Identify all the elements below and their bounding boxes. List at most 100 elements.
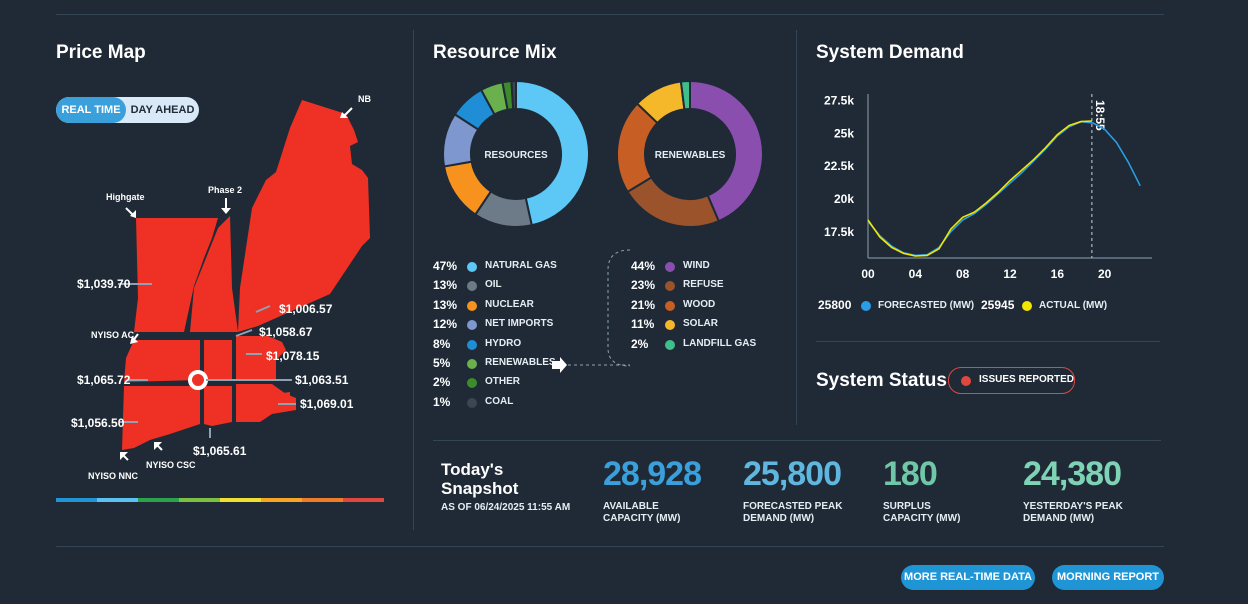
legend-name: OIL <box>485 279 502 291</box>
surplus-capacity-value: 180 <box>883 455 938 493</box>
scale-segment <box>261 498 302 502</box>
legend-dot <box>467 281 477 292</box>
zone-cape <box>276 392 290 404</box>
y-tick-label: 22.5k <box>824 159 854 173</box>
legend-name: HYDRO <box>485 337 522 349</box>
y-tick-label: 17.5k <box>824 225 854 239</box>
zone-rhode-island[interactable] <box>204 386 232 426</box>
more-real-time-data-button[interactable]: MORE REAL-TIME DATA <box>901 565 1035 590</box>
scale-segment <box>97 498 138 502</box>
price-hub: $1,063.51 <box>295 373 349 387</box>
renewables-legend-item: 23% REFUSE <box>631 278 791 297</box>
scale-segment <box>343 498 384 502</box>
legend-dot <box>665 262 675 272</box>
legend-pct: 5% <box>433 356 451 370</box>
top-divider <box>56 14 1164 15</box>
price-color-scale <box>56 498 384 502</box>
divider-left <box>413 30 414 530</box>
legend-name: OTHER <box>485 376 520 388</box>
legend-dot <box>467 320 477 331</box>
x-tick-label: 16 <box>1051 267 1065 281</box>
toggle-day-ahead[interactable]: DAY AHEAD <box>130 104 195 116</box>
forecast-label: FORECASTED (MW) <box>878 300 975 311</box>
legend-name: NET IMPORTS <box>485 318 554 330</box>
legend-name: REFUSE <box>683 279 724 291</box>
legend-pct: 47% <box>433 259 458 273</box>
morning-report-button[interactable]: MORNING REPORT <box>1052 565 1164 590</box>
zone-nema[interactable] <box>236 336 286 380</box>
label-nyiso-ac: NYISO AC <box>91 330 135 340</box>
resources-legend-item: 13% NUCLEAR <box>433 298 593 317</box>
yesterday-peak-label1: YESTERDAY'S PEAK <box>1023 501 1123 512</box>
status-divider <box>816 341 1160 342</box>
zone-connecticut[interactable] <box>122 386 200 450</box>
x-tick-label: 12 <box>1003 267 1017 281</box>
legend-dot <box>665 281 675 292</box>
x-tick-label: 00 <box>861 267 875 281</box>
resources-legend-item: 12% NET IMPORTS <box>433 317 593 336</box>
price-maine: $1,006.57 <box>279 302 333 316</box>
zone-maine[interactable] <box>238 100 370 332</box>
resources-legend-item: 47% NATURAL GAS <box>433 259 593 278</box>
legend-pct: 23% <box>631 278 656 293</box>
legend-pct: 21% <box>631 297 656 312</box>
legend-dot <box>665 339 675 350</box>
resources-slice-coal[interactable] <box>510 80 517 111</box>
price-connecticut: $1,056.50 <box>71 416 125 430</box>
renewables-legend-item: 11% SOLAR <box>631 317 791 336</box>
available-capacity-label2: CAPACITY (MW) <box>603 513 681 524</box>
price-sema: $1,069.01 <box>300 397 354 411</box>
toggle-real-time[interactable]: REAL TIME <box>56 97 126 123</box>
forecasted-peak-value: 25,800 <box>743 455 842 493</box>
legend-dot <box>467 378 477 389</box>
surplus-capacity-label2: CAPACITY (MW) <box>883 513 961 524</box>
renewables-slice-refuse[interactable] <box>626 175 721 228</box>
legend-pct: 2% <box>433 375 451 390</box>
price-map-title: Price Map <box>56 42 146 63</box>
renewables-legend-item: 44% WIND <box>631 259 791 278</box>
actual-dot <box>1022 301 1032 311</box>
hub-marker[interactable] <box>188 370 208 390</box>
label-nyiso-csc: NYISO CSC <box>146 460 196 470</box>
legend-pct: 44% <box>631 259 656 273</box>
realtime-dayahead-toggle[interactable]: REAL TIME DAY AHEAD <box>56 97 199 123</box>
scale-segment <box>138 498 179 502</box>
forecasted-peak-label1: FORECASTED PEAK <box>743 501 843 512</box>
system-demand-title: System Demand <box>816 42 964 63</box>
zone-cma[interactable] <box>204 340 232 380</box>
resources-legend-item: 2% OTHER <box>433 375 593 394</box>
resources-legend: 47% NATURAL GAS 13% OIL 13% NUCLEAR 12% NET IMP… <box>433 259 593 419</box>
y-tick-label: 25k <box>834 126 854 140</box>
yesterday-peak-value: 24,380 <box>1023 455 1122 493</box>
legend-dot <box>467 300 477 311</box>
resources-slice-natural-gas[interactable] <box>515 80 590 227</box>
legend-name: RENEWABLES <box>485 357 556 368</box>
renewables-slice-landfill-gas[interactable] <box>679 80 691 111</box>
renewables-donut: RENEWABLES <box>616 80 764 228</box>
status-badge-label: ISSUES REPORTED <box>979 374 1075 385</box>
renewables-slice-wind[interactable] <box>689 80 764 223</box>
y-tick-label: 27.5k <box>824 94 854 108</box>
zone-wcma[interactable] <box>124 340 200 382</box>
resources-legend-item: 8% HYDRO <box>433 337 593 356</box>
legend-pct: 8% <box>433 336 451 351</box>
price-rhode-island: $1,065.61 <box>193 444 247 458</box>
snapshot-title-line2: Snapshot <box>441 479 519 498</box>
actual-line <box>867 120 1092 257</box>
legend-name: LANDFILL GAS <box>683 337 757 349</box>
actual-label: ACTUAL (MW) <box>1039 300 1108 311</box>
resources-legend-item: 13% OIL <box>433 278 593 297</box>
zone-new-hampshire[interactable] <box>190 216 238 332</box>
issues-reported-badge[interactable]: ISSUES REPORTED <box>948 367 1075 394</box>
legend-dot <box>467 397 477 408</box>
resources-legend-item: 5% RENEWABLES <box>433 356 593 375</box>
price-nema: $1,078.15 <box>266 349 320 363</box>
renewables-legend-item: 21% WOOD <box>631 298 791 317</box>
forecasted-peak-label2: DEMAND (MW) <box>743 513 815 524</box>
zone-vermont[interactable] <box>134 218 218 332</box>
actual-value: 25945 <box>981 298 1015 312</box>
label-nyiso-nnc: NYISO NNC <box>88 471 139 481</box>
renewables-legend-item: 2% LANDFILL GAS <box>631 337 791 356</box>
renewables-legend: 44% WIND 23% REFUSE 21% WOOD 11% SOLAR 2% LANDFIL… <box>631 259 791 369</box>
price-vermont: $1,039.70 <box>77 277 131 291</box>
